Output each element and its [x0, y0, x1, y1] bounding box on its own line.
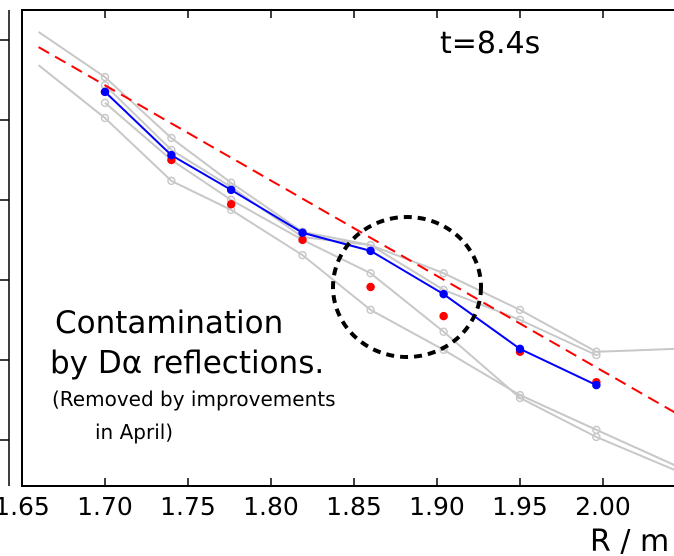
data-point: [439, 268, 448, 278]
data-point: [298, 228, 307, 238]
data-point: [515, 305, 525, 315]
data-point: [439, 327, 448, 337]
x-tick-label: 1.95: [492, 492, 548, 521]
data-point: [592, 350, 601, 360]
plot-frame: [21, 9, 674, 487]
time-label: t=8.4s: [440, 26, 540, 61]
x-tick-label: 1.75: [160, 492, 216, 521]
data-point: [592, 380, 601, 390]
left-partial-axis: [0, 10, 10, 486]
data-point: [298, 235, 307, 245]
data-point: [592, 432, 601, 442]
data-point: [226, 199, 236, 209]
annotation-note: in April): [95, 420, 173, 444]
series-line: [37, 64, 674, 466]
x-tick-label: 1.80: [243, 492, 299, 521]
data-point: [100, 87, 110, 97]
data-point: [226, 185, 236, 195]
data-point: [439, 311, 448, 321]
data-point: [167, 133, 176, 143]
x-tick-label: 1.85: [326, 492, 382, 521]
x-tick-label: 1.90: [409, 492, 465, 521]
data-point: [366, 268, 375, 278]
data-point: [515, 393, 525, 403]
x-axis-label: R / m: [590, 524, 669, 556]
data-point: [439, 289, 448, 299]
plot-area: [37, 31, 674, 471]
data-point: [366, 246, 375, 256]
data-point: [100, 113, 110, 123]
data-point: [366, 282, 375, 292]
annotation: by Dα reflections.: [50, 345, 324, 381]
series-line: [38, 31, 674, 353]
data-point: [515, 344, 525, 354]
data-point: [366, 305, 375, 315]
annotation: Contamination: [55, 305, 283, 341]
x-tick-label: 1.70: [77, 492, 133, 521]
highlight-circle: [331, 215, 483, 359]
data-point: [167, 150, 176, 160]
series-line: [104, 91, 597, 386]
data-point: [592, 347, 601, 357]
x-tick-label: 1.65: [0, 492, 50, 521]
series-line: [38, 46, 674, 414]
data-point: [298, 250, 307, 260]
data-point: [100, 72, 110, 82]
data-point: [100, 98, 110, 108]
series-line: [104, 102, 674, 471]
x-tick-label: 2.00: [575, 492, 631, 521]
data-point: [167, 176, 176, 186]
annotation-note: (Removed by improvements: [52, 387, 336, 411]
